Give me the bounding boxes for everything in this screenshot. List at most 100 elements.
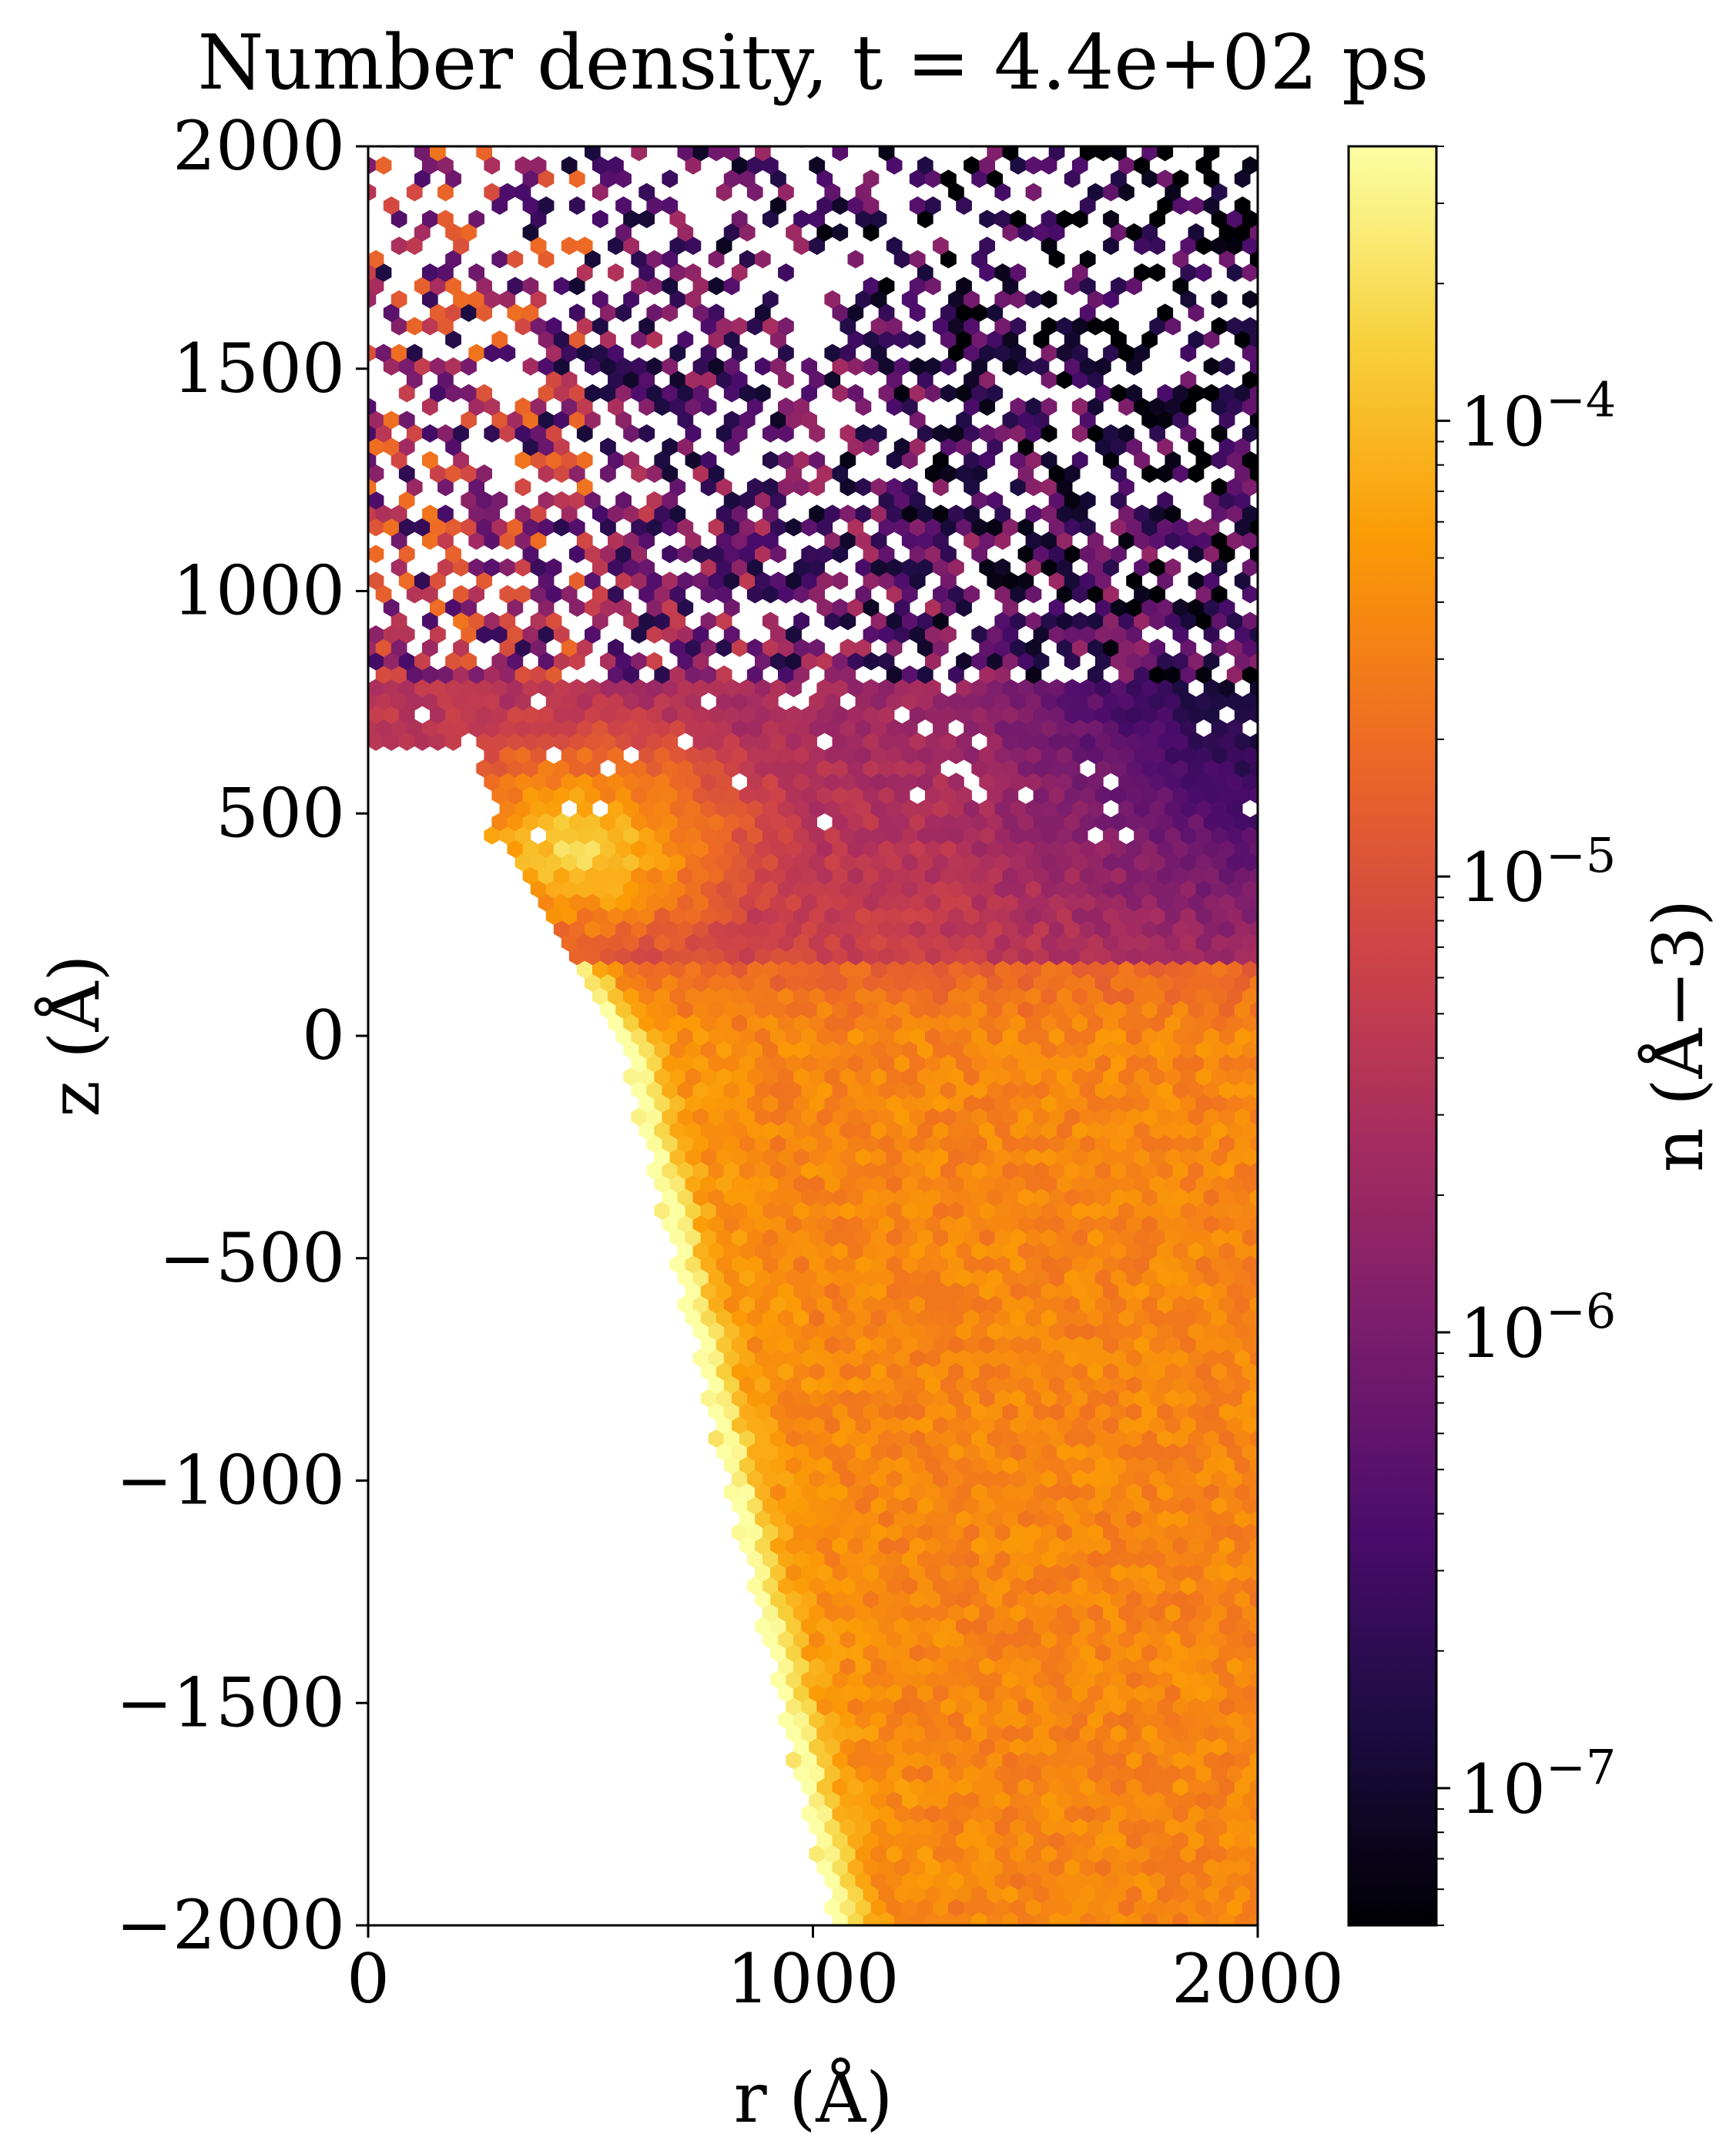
hex-cell: [1249, 1831, 1258, 1850]
hex-cell: [507, 250, 524, 269]
hex-cell: [592, 209, 608, 229]
hex-cell: [799, 146, 804, 148]
hex-cell: [1249, 1697, 1258, 1716]
hex-cell: [522, 357, 539, 376]
hex-cell: [847, 250, 864, 269]
hex-cell: [1249, 1751, 1258, 1770]
hex-cell: [1249, 1885, 1258, 1904]
hex-cell: [458, 146, 464, 148]
hex-cell: [1155, 146, 1161, 148]
x-axis-label: r (Å): [734, 2057, 893, 2139]
hex-cell: [909, 330, 926, 349]
hex-cell: [969, 146, 974, 148]
hex-cell: [762, 451, 779, 470]
y-tick-label: 2000: [173, 106, 345, 186]
hex-cell: [380, 146, 387, 148]
hex-cell: [768, 146, 773, 148]
hex-cell: [499, 558, 516, 577]
hex-cell: [1015, 146, 1021, 148]
hex-cell: [1000, 146, 1006, 148]
hex-cell: [1232, 146, 1238, 148]
hex-cell: [1249, 1858, 1258, 1877]
hex-cell: [995, 1925, 1010, 1943]
hex-cell: [553, 276, 570, 296]
hex-cell: [984, 146, 990, 148]
hex-cell: [933, 1925, 948, 1943]
hex-cell: [832, 223, 849, 242]
hex-cell: [690, 146, 696, 148]
x-tick-label: 0: [347, 1939, 390, 2019]
hex-cell: [1057, 1925, 1072, 1943]
y-tick-label: −1000: [116, 1441, 345, 1520]
hex-cell: [662, 544, 679, 564]
y-tick-label: 500: [216, 773, 345, 853]
hex-cell: [829, 146, 836, 148]
hex-cell: [368, 146, 371, 148]
hex-cell: [1201, 146, 1207, 148]
hex-cell: [1025, 156, 1042, 175]
y-tick-label: −1500: [116, 1663, 345, 1742]
hex-cell: [396, 146, 402, 148]
hex-cell: [662, 169, 679, 189]
hex-cell: [443, 146, 448, 148]
hex-cell: [491, 250, 508, 269]
colorbar-tick-label: 10−6: [1460, 1283, 1616, 1373]
hex-cell: [1211, 290, 1228, 309]
hex-cell: [832, 571, 849, 591]
hex-cell: [1041, 1925, 1057, 1943]
hex-cell: [411, 146, 417, 148]
hex-cell: [390, 236, 407, 256]
hexbin-cells: [368, 146, 1258, 1943]
hex-cell: [514, 477, 531, 497]
hex-cell: [855, 477, 872, 497]
x-tick-label: 1000: [727, 1939, 900, 2019]
hex-cell: [786, 518, 802, 537]
hex-cell: [675, 146, 681, 148]
hex-cell: [375, 156, 392, 175]
hex-cell: [940, 384, 957, 403]
hex-cell: [368, 544, 384, 564]
colorbar-tick-label: 10−5: [1460, 827, 1616, 917]
hex-cell: [561, 236, 578, 256]
hex-cell: [778, 263, 794, 282]
hex-cell: [964, 1925, 980, 1943]
hex-cell: [406, 317, 423, 336]
hex-cell: [535, 146, 541, 148]
hex-cell: [948, 1925, 964, 1943]
hex-cell: [979, 209, 995, 229]
chart-title: Number density, t = 4.4e+02 ps: [198, 19, 1429, 107]
hex-cell: [551, 146, 557, 148]
hex-cell: [1249, 1804, 1258, 1823]
hex-cell: [1249, 1670, 1258, 1689]
hex-cell: [902, 1925, 917, 1943]
colorbar: [1347, 145, 1438, 1927]
hex-cell: [504, 146, 511, 148]
hex-cell: [421, 424, 438, 443]
hex-cell: [1026, 1925, 1041, 1943]
hex-cell: [1103, 1925, 1118, 1943]
y-tick-label: 1000: [173, 551, 345, 631]
hex-cell: [1185, 146, 1191, 148]
hex-cell: [1195, 263, 1212, 282]
y-axis-label: z (Å): [34, 954, 116, 1117]
x-tick-label: 2000: [1171, 1939, 1344, 2019]
hex-cell: [980, 1925, 995, 1943]
hex-cell: [638, 424, 655, 443]
hex-cell: [1203, 357, 1220, 376]
hex-cell: [1010, 1925, 1026, 1943]
x-axis-ticks: 0 1000 2000: [347, 1925, 1344, 2019]
hex-cell: [1218, 357, 1235, 376]
hex-cell: [1124, 146, 1129, 148]
hex-cell: [568, 196, 585, 215]
hex-cell: [1134, 1925, 1150, 1943]
hex-cell: [1025, 183, 1042, 202]
colorbar-label: n (Å−3): [1637, 900, 1719, 1172]
hex-cell: [1041, 290, 1057, 309]
hex-cell: [1188, 196, 1205, 215]
hex-cell: [1242, 290, 1258, 309]
colorbar-tick-label: 10−4: [1460, 371, 1616, 461]
hex-cell: [1119, 1925, 1134, 1943]
hex-cell: [644, 146, 650, 148]
hex-cell: [1150, 1925, 1165, 1943]
